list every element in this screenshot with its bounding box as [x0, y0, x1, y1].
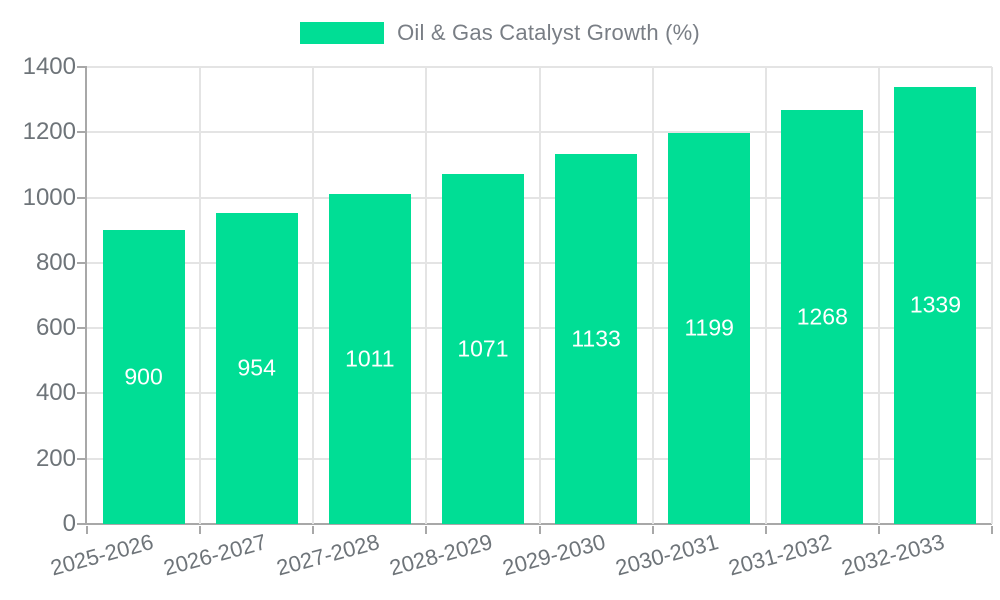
x-axis-tick	[764, 526, 767, 534]
x-axis-tick	[877, 526, 880, 534]
y-axis-label: 800	[35, 248, 76, 276]
x-axis-tick	[86, 526, 88, 534]
x-axis-label: 2032-2033	[839, 529, 948, 581]
x-axis-tick	[312, 526, 315, 534]
bar[interactable]: 1199	[668, 132, 751, 524]
x-gridline	[651, 67, 654, 524]
y-axis-label: 1400	[22, 53, 76, 80]
legend-item[interactable]: Oil & Gas Catalyst Growth (%)	[0, 20, 1000, 46]
y-axis-tick	[77, 131, 85, 134]
y-axis-label: 1000	[22, 183, 76, 211]
bar-value-label: 1339	[909, 291, 962, 318]
x-gridline	[764, 67, 767, 524]
bar[interactable]: 1071	[441, 174, 524, 524]
legend-swatch	[300, 22, 385, 44]
bar[interactable]: 1268	[781, 110, 864, 524]
x-axis-label: 2029-2030	[499, 529, 609, 581]
x-axis-label: 2030-2031	[613, 529, 722, 581]
x-axis-tick	[651, 526, 654, 534]
x-axis-label: 2025-2026	[47, 529, 156, 581]
x-axis-label: 2026-2027	[160, 529, 269, 581]
x-axis-tick	[199, 526, 202, 534]
bar[interactable]: 900	[102, 230, 185, 524]
y-axis-line	[85, 66, 87, 525]
y-axis-tick	[77, 523, 85, 525]
bar[interactable]: 1133	[555, 154, 638, 524]
legend-label: Oil & Gas Catalyst Growth (%)	[397, 20, 700, 45]
plot-area: 900 954 1011 1071 1133 1199 1268 1339	[77, 66, 993, 534]
bar-value-label: 1011	[345, 345, 395, 372]
y-axis-tick	[77, 261, 85, 264]
x-axis-label: 2028-2029	[386, 529, 495, 581]
y-axis-label: 200	[35, 444, 76, 472]
bar[interactable]: 1339	[894, 86, 977, 524]
bar[interactable]: 1011	[328, 193, 411, 524]
x-gridline	[199, 67, 202, 524]
x-gridline	[425, 67, 428, 524]
x-axis-tick	[425, 526, 428, 534]
bar-value-label: 900	[124, 363, 163, 390]
bar-value-label: 1071	[457, 335, 509, 362]
bar-value-label: 1268	[796, 303, 848, 330]
y-axis-tick	[77, 392, 85, 395]
y-axis-tick	[77, 196, 85, 199]
x-axis-label: 2031-2032	[726, 529, 835, 581]
x-axis-tick	[538, 526, 541, 534]
x-axis-label: 2027-2028	[273, 529, 382, 581]
y-axis-tick	[77, 457, 85, 460]
x-gridline	[877, 67, 880, 524]
y-axis-label: 1200	[22, 118, 76, 146]
bar-value-label: 1133	[571, 325, 621, 352]
x-gridline	[312, 67, 315, 524]
x-gridline	[991, 67, 993, 524]
y-axis-tick	[77, 327, 85, 330]
x-axis-tick	[991, 526, 993, 534]
x-axis-line	[85, 523, 992, 525]
bar[interactable]: 954	[215, 212, 298, 524]
y-axis-tick	[77, 66, 85, 68]
bar-value-label: 954	[237, 354, 276, 381]
y-axis-label: 600	[35, 314, 76, 342]
y-axis-label: 0	[62, 510, 76, 537]
bar-value-label: 1199	[684, 314, 734, 341]
y-axis-label: 400	[35, 379, 76, 407]
x-gridline	[538, 67, 541, 524]
